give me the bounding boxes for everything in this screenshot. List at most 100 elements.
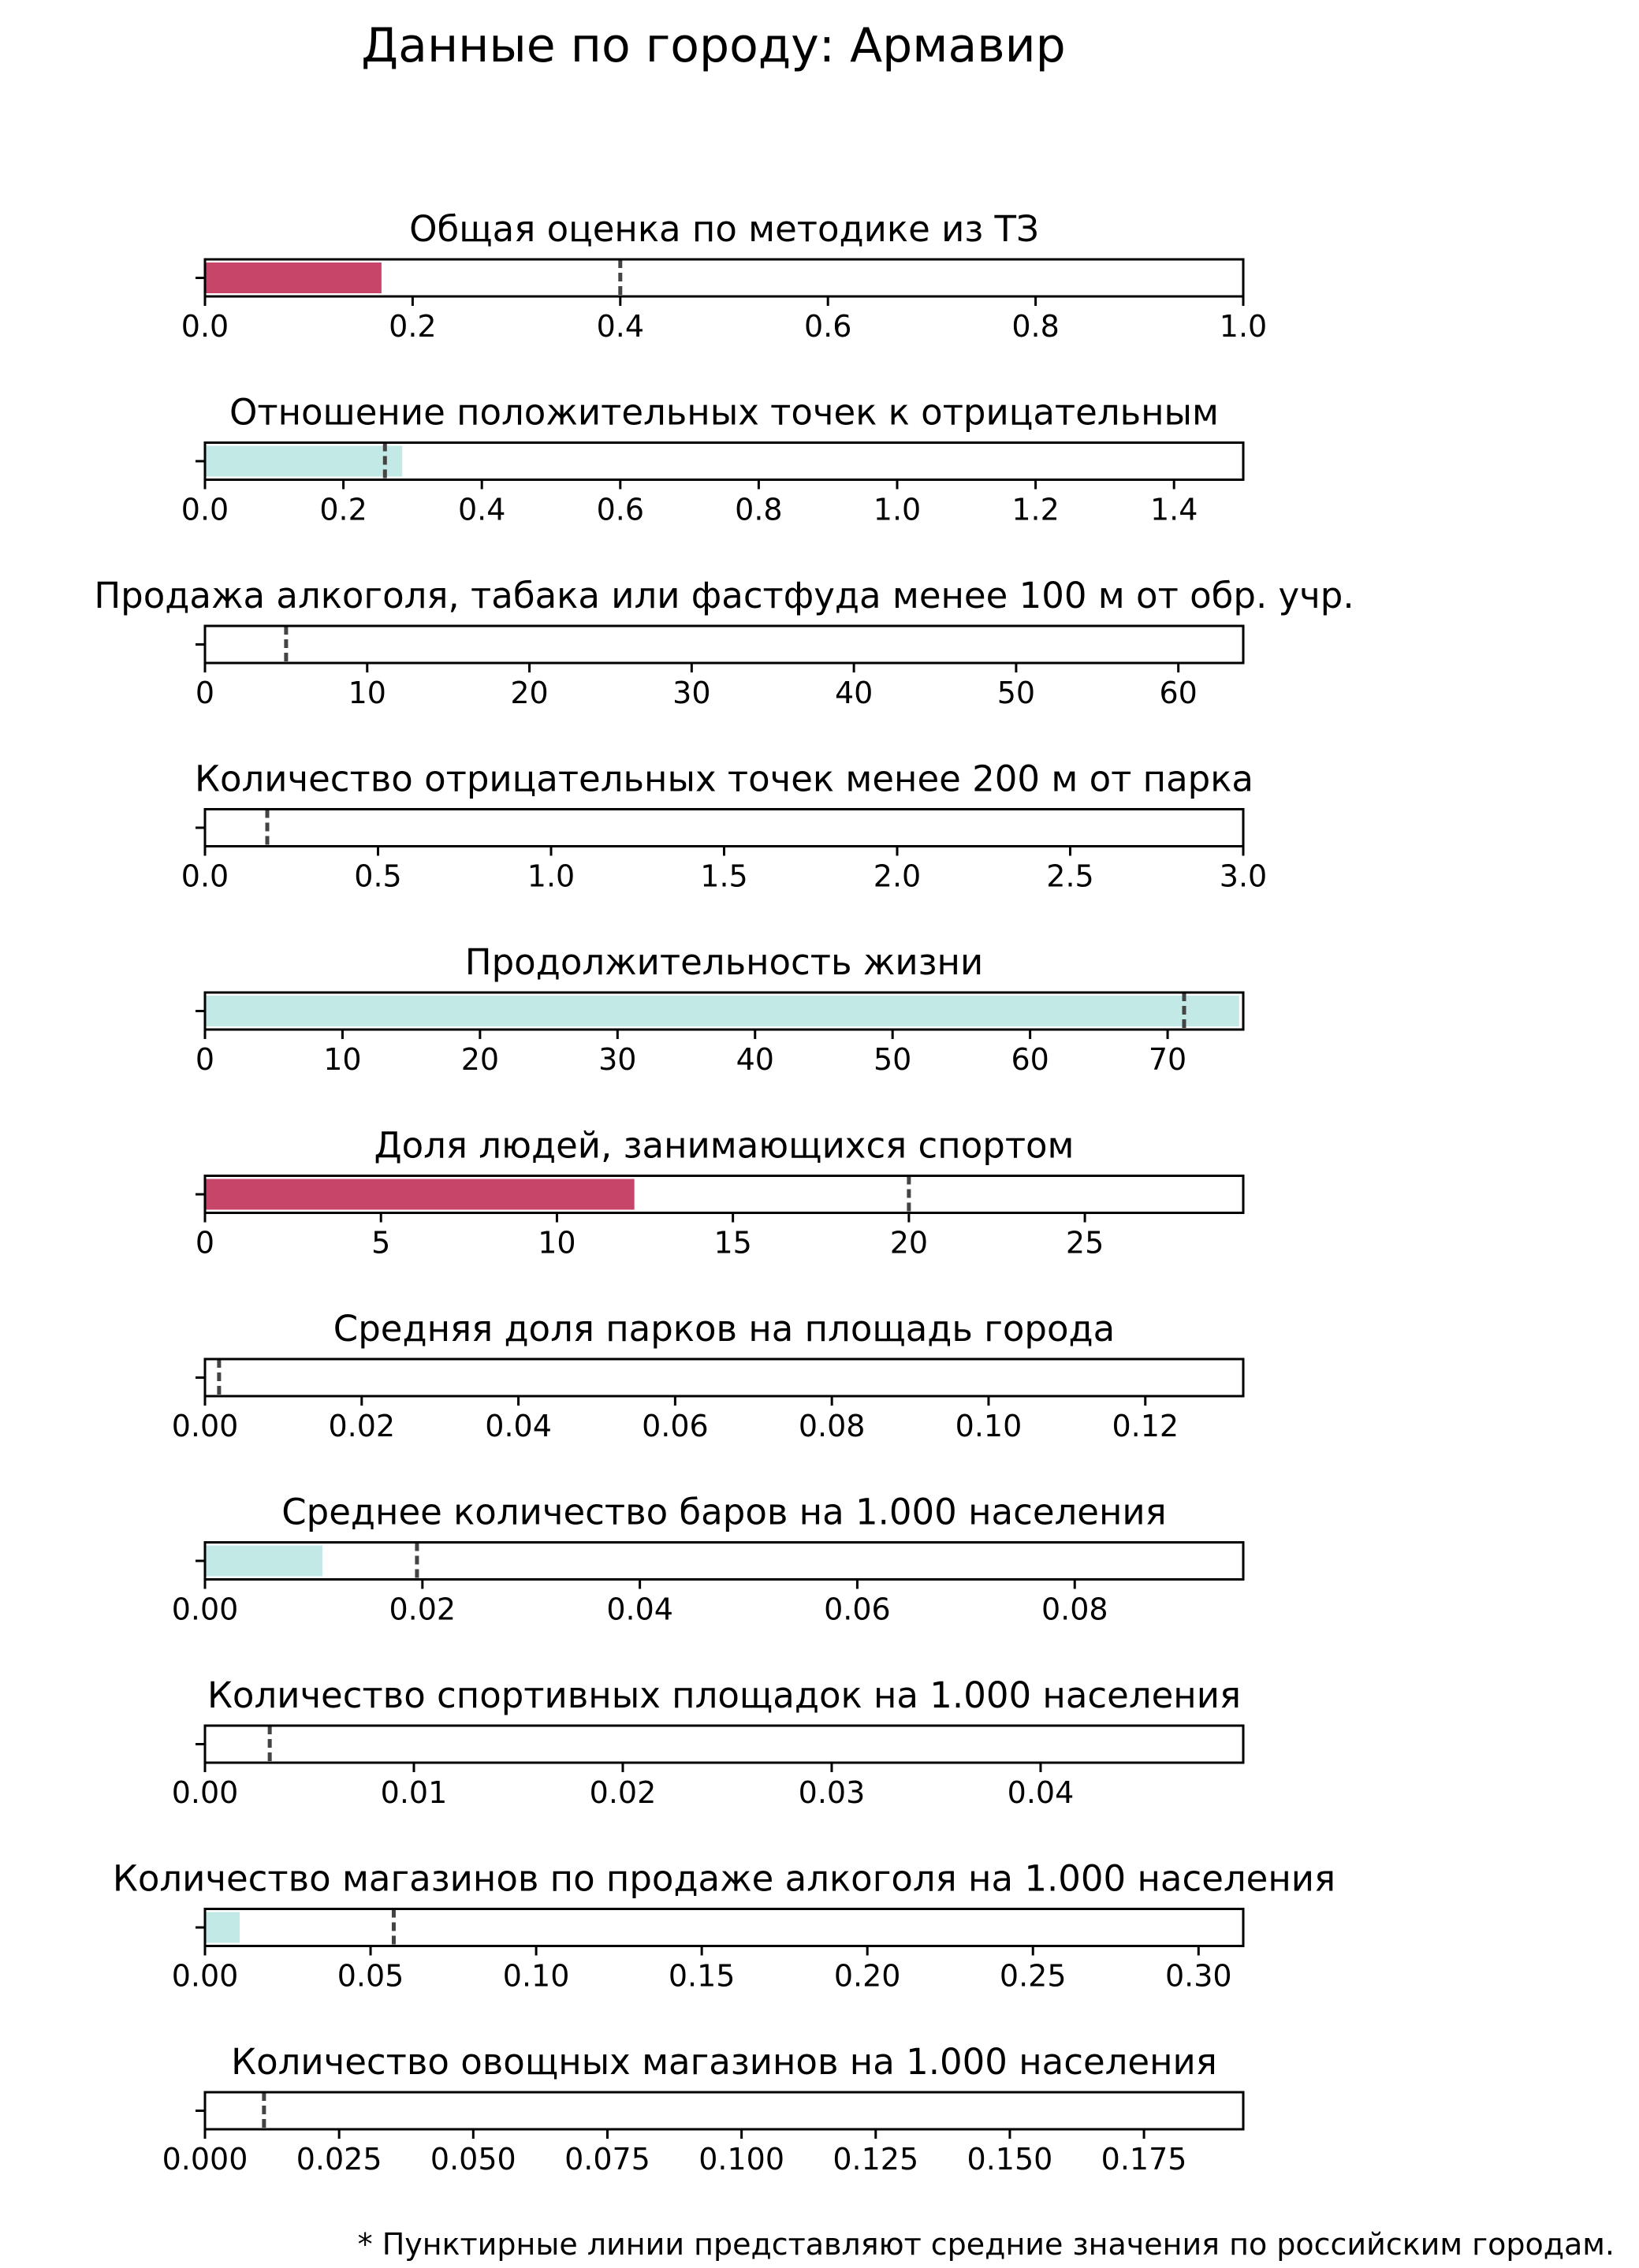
axes-frame [203,1724,1245,1764]
tick-label: 25 [1066,1226,1104,1261]
chart-panel: Общая оценка по методике из ТЗ 0.0 0.2 0.4 0… [181,208,1267,344]
tick-label: 10 [323,1042,361,1077]
tick-label: 0.04 [606,1592,673,1627]
footnote: * Пунктирные линии представляют средние … [358,2227,1615,2262]
tick-label: 0.8 [735,493,782,527]
axes-frame [203,624,1245,665]
tick-label: 0.050 [430,2142,516,2177]
value-bar [205,996,1239,1026]
tick-label: 0.8 [1011,309,1059,344]
value-bar [205,1179,635,1210]
tick-label: 60 [1160,676,1198,710]
chart-panel: Средняя доля парков на площадь города 0.0… [172,1308,1245,1443]
value-bar [205,445,403,477]
tick-label: 1.0 [874,493,921,527]
chart-panel: Продажа алкоголя, табака или фастфуда ме… [94,575,1354,710]
tick-label: 0.125 [833,2142,918,2177]
panel-title: Среднее количество баров на 1.000 населе… [281,1492,1166,1533]
tick-label: 30 [598,1042,636,1077]
tick-label: 0.20 [834,1959,901,1994]
tick-label: 0.4 [597,309,644,344]
tick-label: 0.10 [503,1959,570,1994]
chart-panel: Количество магазинов по продаже алкоголя… [113,1858,1335,1994]
tick-label: 10 [348,676,386,710]
tick-label: 0.01 [381,1775,448,1810]
tick-label: 30 [672,676,710,710]
tick-label: 0.2 [389,309,436,344]
panel-title: Количество спортивных площадок на 1.000 … [207,1674,1241,1716]
tick-label: 1.2 [1011,493,1059,527]
tick-label: 0 [196,676,214,710]
tick-label: 1.4 [1150,493,1198,527]
axes-frame [203,1541,1245,1581]
tick-label: 0.00 [172,1775,239,1810]
tick-label: 0 [196,1042,214,1077]
panel-title: Количество отрицательных точек менее 200… [195,758,1253,800]
tick-label: 20 [890,1226,928,1261]
tick-label: 0.000 [162,2142,248,2177]
tick-label: 2.5 [1046,859,1093,894]
axes-frame [203,1357,1245,1398]
tick-label: 20 [510,676,548,710]
tick-label: 60 [1011,1042,1049,1077]
tick-label: 0.075 [564,2142,650,2177]
axes-frame [203,808,1245,847]
tick-label: 15 [713,1226,751,1261]
tick-label: 0.04 [485,1409,552,1443]
tick-label: 0.10 [955,1409,1023,1443]
tick-label: 10 [538,1226,576,1261]
tick-label: 1.0 [527,859,575,894]
tick-label: 0.00 [172,1409,239,1443]
tick-label: 1.0 [1220,309,1267,344]
chart-panel: Продолжительность жизни 0 10 20 30 40 50 60 70 [196,941,1245,1077]
tick-label: 0.175 [1101,2142,1187,2177]
tick-label: 2.0 [874,859,921,894]
axes-frame [203,2091,1245,2131]
tick-label: 0.150 [967,2142,1053,2177]
tick-label: 0.6 [597,493,644,527]
tick-label: 0.0 [181,493,229,527]
tick-label: 40 [835,676,873,710]
panel-title: Общая оценка по методике из ТЗ [409,208,1039,250]
tick-label: 0.04 [1008,1775,1075,1810]
tick-label: 0.03 [799,1775,866,1810]
tick-label: 0.25 [1000,1959,1067,1994]
tick-label: 0.12 [1112,1409,1179,1443]
tick-label: 0.02 [389,1592,456,1627]
panel-title: Продолжительность жизни [465,941,983,983]
tick-label: 0.6 [804,309,851,344]
tick-label: 0.08 [799,1409,866,1443]
chart-panel: Доля людей, занимающихся спортом 0 5 10 15 20… [196,1125,1245,1261]
tick-label: 0.0 [181,859,229,894]
panel-title: Продажа алкоголя, табака или фастфуда ме… [94,575,1354,616]
value-bar [205,263,382,293]
chart-panel: Количество овощных магазинов на 1.000 на… [162,2041,1245,2177]
tick-label: 0.15 [669,1959,736,1994]
panel-title: Количество магазинов по продаже алкоголя… [113,1858,1335,1900]
value-bar [205,1912,240,1943]
tick-label: 0.05 [337,1959,404,1994]
tick-label: 3.0 [1220,859,1267,894]
tick-label: 0.025 [296,2142,382,2177]
tick-label: 0.02 [328,1409,395,1443]
tick-label: 0.0 [181,309,229,344]
tick-label: 70 [1149,1042,1186,1077]
chart-panel: Количество спортивных площадок на 1.000 … [172,1674,1245,1810]
tick-label: 0.06 [642,1409,709,1443]
axes-frame [203,1908,1245,1947]
panel-title: Отношение положительных точек к отрицате… [229,392,1219,434]
tick-label: 5 [371,1226,390,1261]
chart-panel: Среднее количество баров на 1.000 населе… [172,1492,1245,1627]
panel-title: Средняя доля парков на площадь города [333,1308,1115,1350]
chart-panel: Отношение положительных точек к отрицате… [181,392,1245,527]
value-bar [205,1545,322,1577]
tick-label: 0.100 [698,2142,784,2177]
panel-title: Количество овощных магазинов на 1.000 на… [231,2041,1217,2083]
tick-label: 50 [997,676,1035,710]
chart-panels: Общая оценка по методике из ТЗ 0.0 0.2 0.4 0… [94,208,1354,2177]
tick-label: 0.06 [824,1592,891,1627]
tick-label: 0.00 [172,1959,239,1994]
tick-label: 0 [196,1226,214,1261]
tick-label: 0.2 [319,493,367,527]
